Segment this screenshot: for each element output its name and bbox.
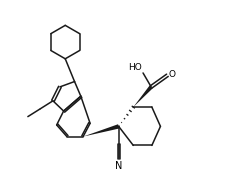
Polygon shape xyxy=(133,86,153,107)
Text: N: N xyxy=(115,161,122,171)
Polygon shape xyxy=(83,124,119,137)
Text: O: O xyxy=(168,70,176,79)
Text: HO: HO xyxy=(128,63,142,72)
